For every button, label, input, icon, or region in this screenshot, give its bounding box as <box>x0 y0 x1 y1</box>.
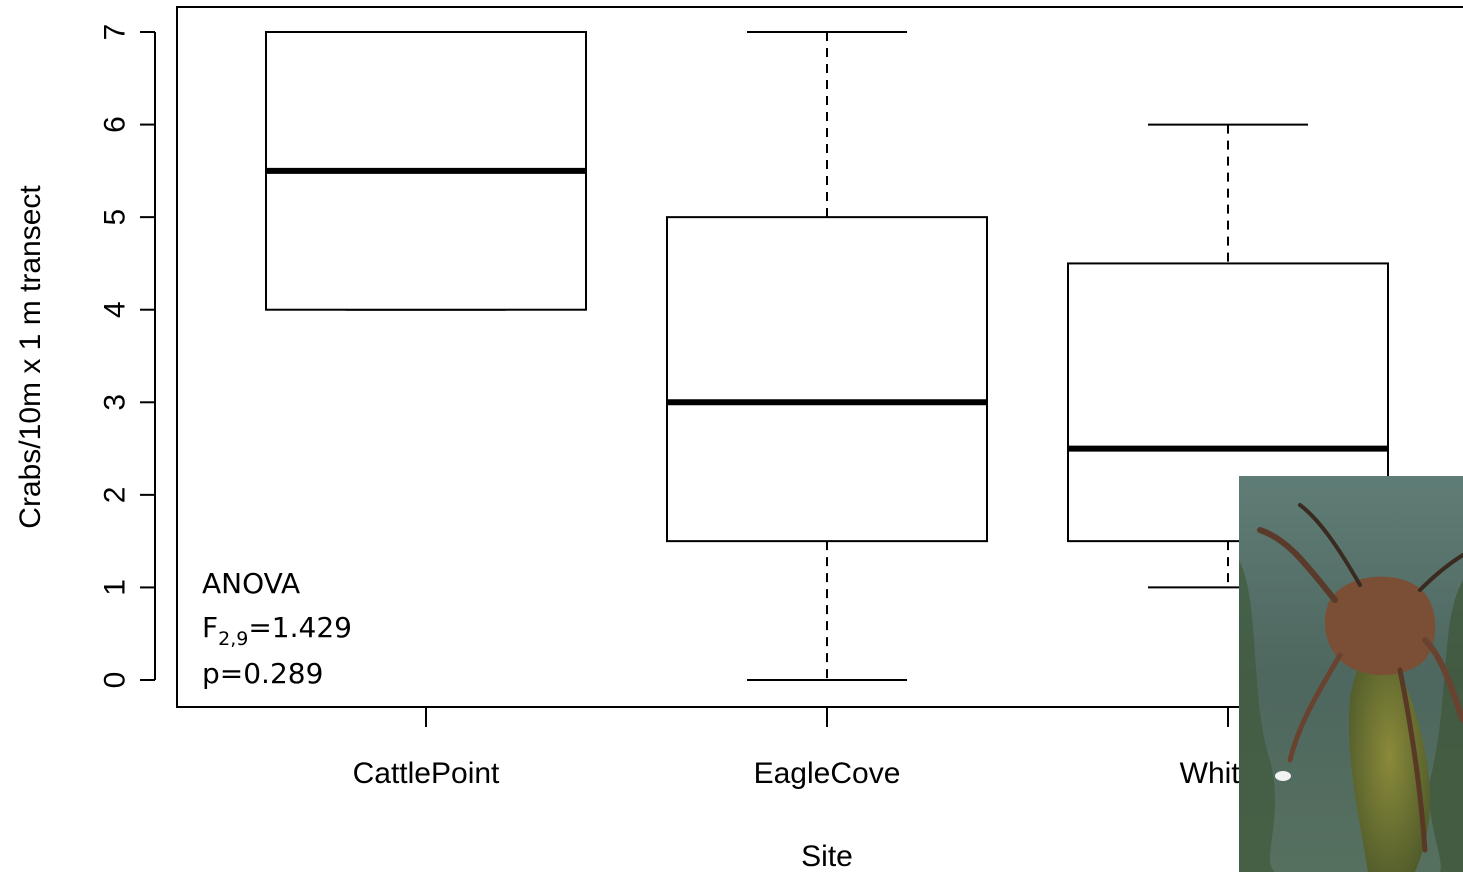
y-tick-label: 3 <box>99 394 132 411</box>
box-whites <box>1067 123 1389 589</box>
photo-crab-leg-upper <box>1298 503 1362 587</box>
photo-crab-claw-right <box>1422 637 1463 723</box>
y-tick-label: 0 <box>99 672 132 689</box>
y-axis-title: Crabs/10m x 1 m transect <box>14 185 47 529</box>
y-tick-label: 4 <box>99 301 132 318</box>
photo-kelp-blade <box>1349 640 1431 872</box>
crab-photo <box>1239 476 1463 872</box>
photo-crab-body <box>1324 576 1436 675</box>
y-tick-label: 6 <box>99 116 132 133</box>
photo-algae-right <box>1429 580 1463 872</box>
anova-label: ANOVA <box>202 567 300 600</box>
photo-crab-claw-left <box>1287 652 1343 763</box>
photo-crab-claw-lower <box>1397 667 1428 853</box>
f-statistic: F2,9=1.429 <box>202 611 352 650</box>
y-tick-label: 7 <box>99 24 132 41</box>
boxes-group <box>265 31 1389 681</box>
f-subscript: 2,9 <box>218 628 248 650</box>
f-value: =1.429 <box>248 611 352 644</box>
f-letter: F <box>202 611 218 644</box>
y-tick-label: 5 <box>99 209 132 226</box>
photo-speck <box>1275 771 1291 781</box>
x-tick-label: CattlePoint <box>353 757 500 790</box>
y-tick-label: 2 <box>99 487 132 504</box>
box-iqr <box>666 216 988 543</box>
box-cattlepoint <box>265 31 587 311</box>
x-axis: CattlePoint EagleCove WhiteS <box>353 707 1276 790</box>
y-axis: 0 1 2 3 4 5 6 7 <box>99 24 156 689</box>
plot-frame <box>176 6 1463 708</box>
box-eaglecove <box>666 31 988 681</box>
photo-algae-left <box>1239 560 1275 872</box>
photo-crab-leg-left <box>1257 527 1338 603</box>
x-axis-title: Site <box>801 840 853 872</box>
anova-annotation: ANOVA F2,9=1.429 p=0.289 <box>202 567 352 690</box>
p-value: p=0.289 <box>202 657 323 690</box>
photo-crab-leg-right <box>1418 553 1463 592</box>
x-tick-label: EagleCove <box>754 757 901 790</box>
y-tick-label: 1 <box>99 579 132 596</box>
